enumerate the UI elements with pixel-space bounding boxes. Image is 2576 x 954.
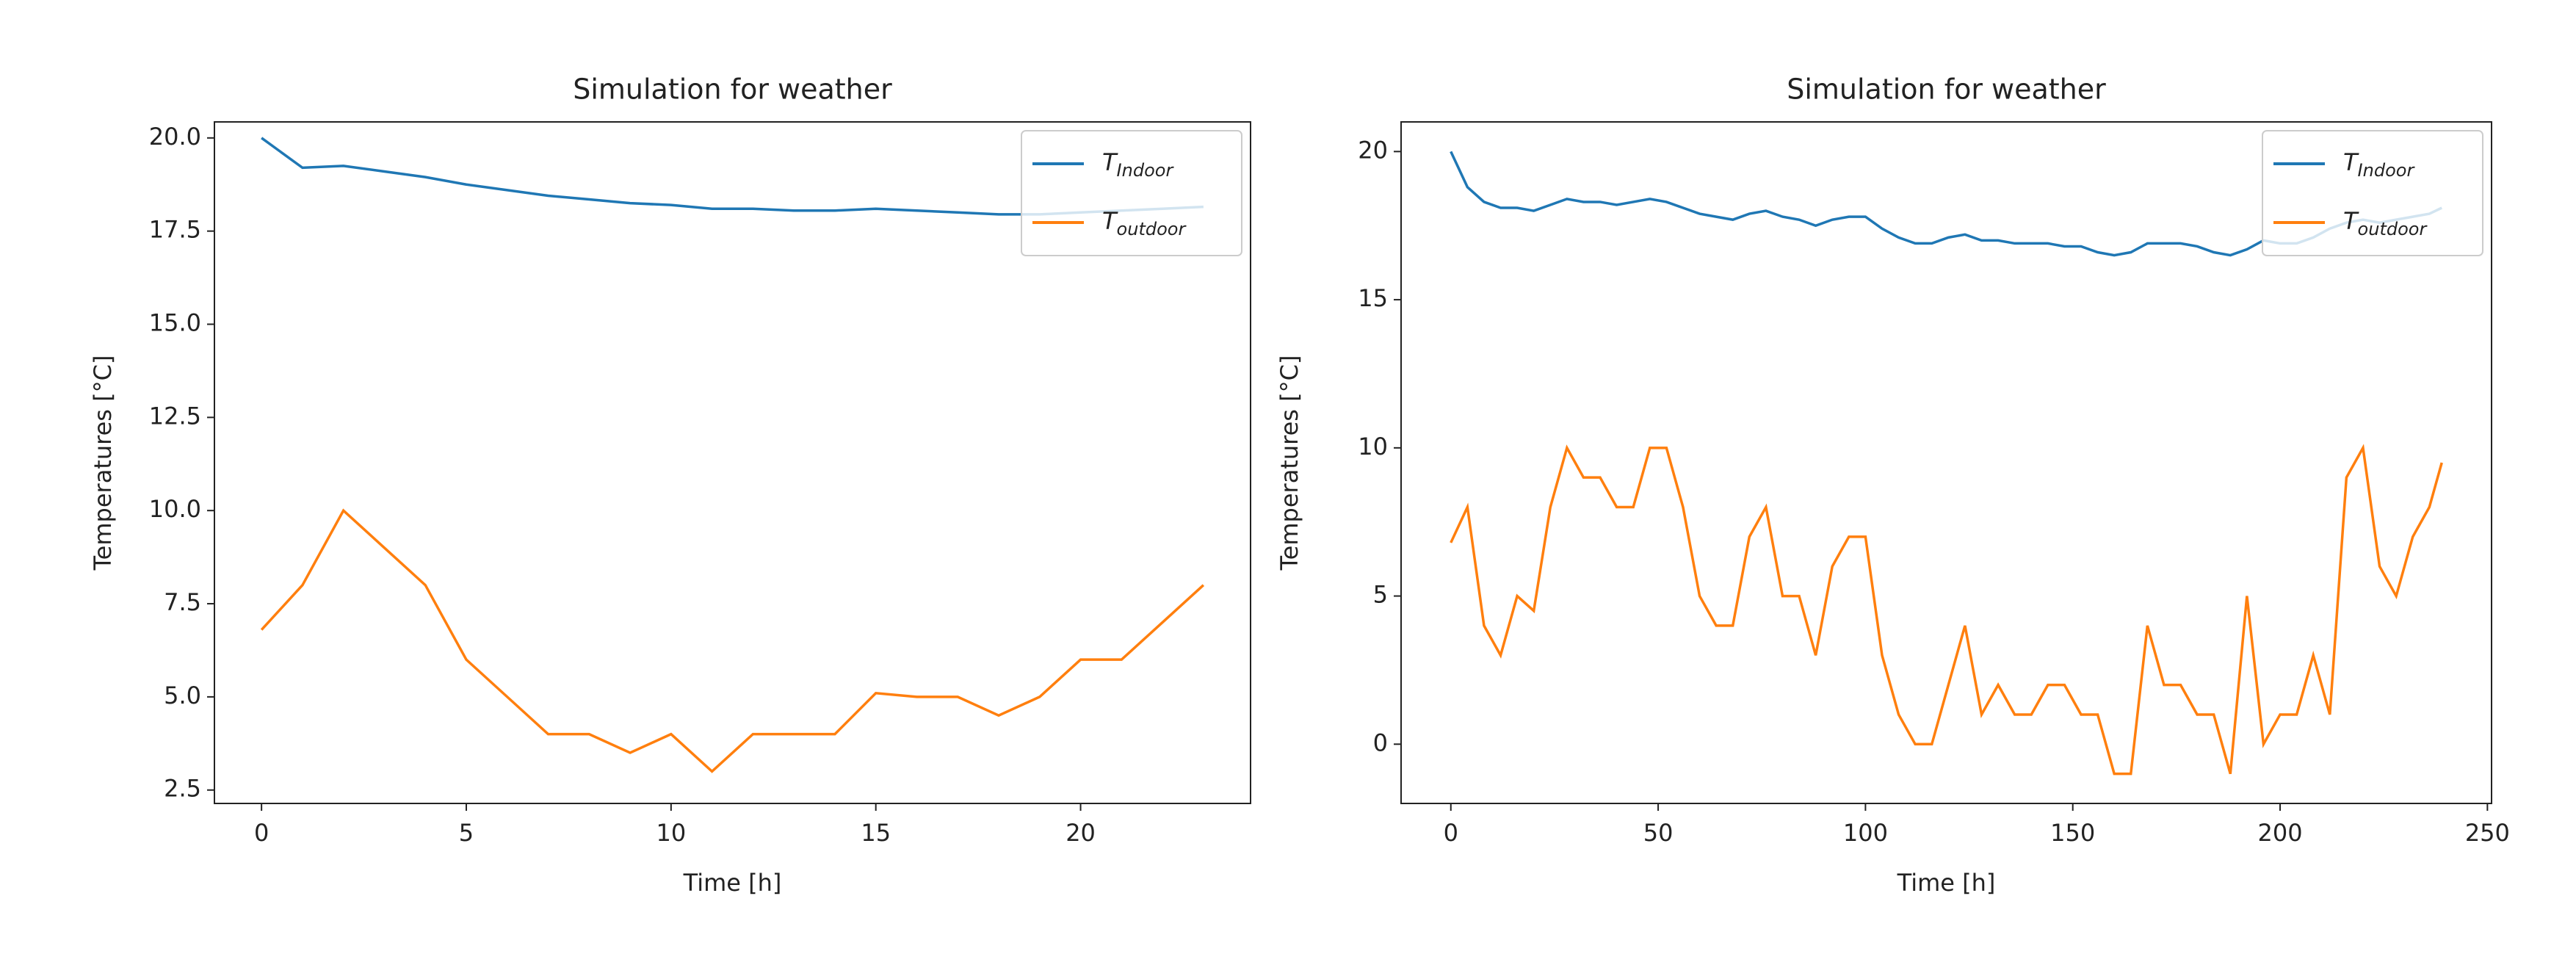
x-tick-label: 0: [1444, 819, 1458, 847]
y-tick-label: 12.5: [149, 402, 201, 430]
y-tick-label: 10: [1358, 433, 1388, 460]
x-tick-label: 100: [1843, 819, 1888, 847]
x-tick-label: 50: [1643, 819, 1674, 847]
x-axis-label: Time [h]: [1897, 869, 1996, 897]
legend-subscript: Indoor: [2358, 160, 2416, 181]
y-tick-label: 0: [1373, 729, 1388, 756]
y-tick-label: 15: [1358, 284, 1388, 312]
legend-label: TIndoor: [2343, 148, 2415, 181]
legend-box: [2262, 130, 2483, 256]
y-tick-label: 5: [1373, 581, 1388, 609]
y-tick-label: 20: [1358, 136, 1388, 164]
x-tick-label: 0: [254, 819, 269, 847]
legend-name: T: [1102, 148, 1118, 176]
x-tick-label: 5: [459, 819, 474, 847]
data-line: [1450, 444, 2443, 776]
x-tick-label: 250: [2465, 819, 2510, 847]
legend-subscript: outdoor: [1117, 219, 1187, 239]
legend-label: Toutdoor: [1102, 207, 1187, 239]
chart-title: Simulation for weather: [1787, 73, 2106, 106]
legend-subscript: Indoor: [1117, 160, 1175, 181]
x-tick-label: 150: [2050, 819, 2095, 847]
x-axis-label: Time [h]: [683, 869, 782, 897]
y-tick-label: 15.0: [149, 309, 201, 337]
x-tick-label: 15: [861, 819, 891, 847]
x-tick-label: 200: [2257, 819, 2302, 847]
y-tick-label: 10.0: [149, 495, 201, 523]
axes-frame: [1400, 121, 2492, 804]
y-tick-label: 5.0: [164, 682, 201, 709]
legend-box: [1021, 130, 1242, 256]
axes-frame: [214, 121, 1251, 804]
legend-label: Toutdoor: [2343, 207, 2428, 239]
legend-name: T: [2343, 148, 2359, 176]
x-tick-label: 20: [1066, 819, 1096, 847]
y-tick-label: 17.5: [149, 216, 201, 244]
legend-name: T: [2343, 207, 2359, 235]
y-tick-label: 7.5: [164, 588, 201, 616]
chart-title: Simulation for weather: [573, 73, 892, 106]
y-tick-label: 20.0: [149, 123, 201, 151]
legend-subscript: outdoor: [2358, 219, 2428, 239]
y-axis-label: Temperatures [°C]: [1276, 355, 1303, 571]
data-line: [260, 508, 1205, 773]
x-tick-label: 10: [656, 819, 686, 847]
y-tick-label: 2.5: [164, 775, 201, 803]
legend-name: T: [1102, 207, 1118, 235]
y-axis-label: Temperatures [°C]: [89, 355, 117, 571]
legend-label: TIndoor: [1102, 148, 1174, 181]
